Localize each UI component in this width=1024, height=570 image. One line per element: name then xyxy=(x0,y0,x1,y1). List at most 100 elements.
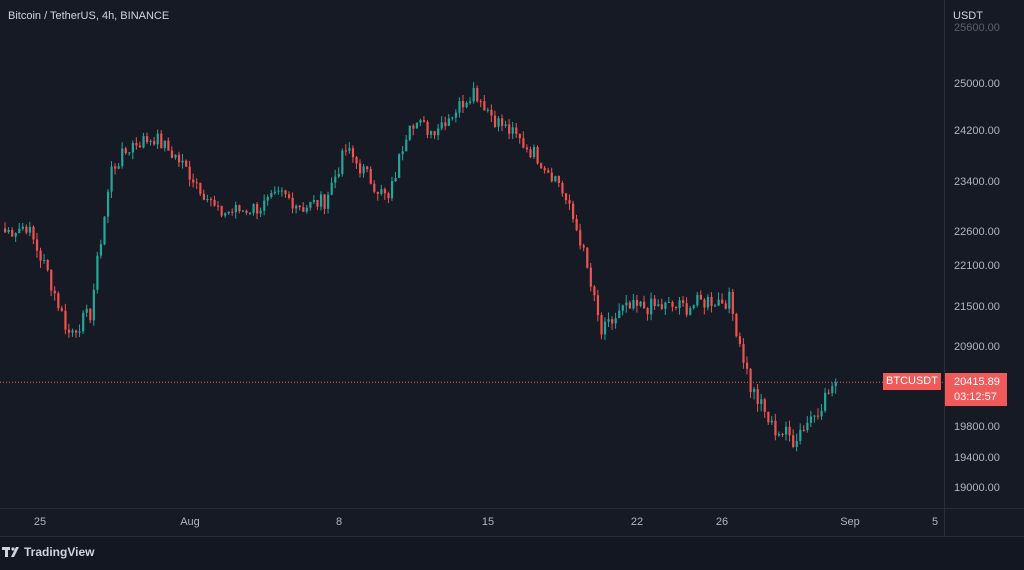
time-tick: 26 xyxy=(715,516,729,528)
candle-body xyxy=(376,191,379,194)
candle-body xyxy=(28,226,32,233)
candle-body xyxy=(270,193,273,198)
candle-body xyxy=(721,299,724,304)
candle-body xyxy=(46,259,49,271)
candle-body xyxy=(678,300,681,308)
candle-body xyxy=(330,182,333,195)
candle-body xyxy=(50,270,53,291)
candle-body xyxy=(735,313,738,337)
candle-body xyxy=(646,308,649,315)
candle-body xyxy=(561,182,564,194)
candle-body xyxy=(78,331,81,333)
candle-body xyxy=(809,416,813,423)
candle-body xyxy=(334,176,337,183)
candle-body xyxy=(472,87,475,102)
footer-bar xyxy=(0,536,1024,570)
candle-body xyxy=(476,87,479,102)
candle-body xyxy=(401,151,404,155)
candle-body xyxy=(348,148,351,151)
candle-body xyxy=(188,166,191,180)
price-tick: 23400.00 xyxy=(954,176,1000,188)
candle-body xyxy=(440,122,443,129)
candle-body xyxy=(355,157,358,164)
candle-body xyxy=(532,146,536,158)
candle-body xyxy=(316,200,319,207)
candle-body xyxy=(124,148,127,154)
candle-body xyxy=(696,294,699,306)
candle-body xyxy=(461,101,465,108)
candle-body xyxy=(490,109,493,116)
candle-body xyxy=(728,292,731,309)
tradingview-brand[interactable]: TradingView xyxy=(24,545,95,559)
time-axis[interactable] xyxy=(0,508,944,536)
candle-body xyxy=(387,193,390,199)
candle-body xyxy=(177,154,181,163)
candle-body xyxy=(114,166,117,169)
candle-body xyxy=(511,127,514,134)
candle-body xyxy=(653,298,656,307)
candle-body xyxy=(92,289,95,321)
time-tick: Sep xyxy=(840,516,860,528)
candle-body xyxy=(71,330,74,333)
candle-body xyxy=(110,166,113,192)
candle-body xyxy=(689,308,692,315)
candle-body xyxy=(206,199,209,201)
candle-body xyxy=(508,124,511,134)
symbol-price-label: BTCUSDT xyxy=(883,373,941,390)
candle-body xyxy=(522,138,525,148)
candle-body xyxy=(351,148,355,158)
candle-body xyxy=(618,310,621,319)
candle-body xyxy=(799,429,802,441)
candle-body xyxy=(483,101,486,111)
candle-body xyxy=(415,122,418,129)
candle-body xyxy=(284,190,287,195)
candle-body xyxy=(146,136,149,142)
candle-body xyxy=(248,212,252,214)
candle-body xyxy=(398,154,401,178)
candle-body xyxy=(657,304,660,307)
candle-body xyxy=(362,166,365,174)
price-tick: 22600.00 xyxy=(954,226,1000,238)
price-tick: 25000.00 xyxy=(954,78,1000,90)
candle-body xyxy=(369,169,372,184)
candle-body xyxy=(64,310,67,330)
candle-body xyxy=(7,229,10,233)
price-axis-unit: USDT xyxy=(953,10,983,22)
candle-body xyxy=(252,204,255,213)
candle-body xyxy=(149,140,152,142)
axis-corner xyxy=(944,508,1024,536)
candle-body xyxy=(323,194,326,209)
candle-body xyxy=(277,190,280,192)
candle-body xyxy=(273,191,276,194)
candle-body xyxy=(593,286,596,296)
candle-body xyxy=(181,160,184,163)
candle-body xyxy=(671,301,674,307)
candle-body xyxy=(156,133,159,145)
candle-body xyxy=(831,386,834,394)
candle-body xyxy=(67,329,71,333)
last-price-label: 20415.89 03:12:57 xyxy=(945,373,1007,406)
candle-body xyxy=(816,415,820,417)
chart-area[interactable] xyxy=(0,0,944,508)
candle-body xyxy=(163,140,166,149)
price-tick: 22100.00 xyxy=(954,260,1000,272)
candle-body xyxy=(777,434,781,436)
candle-body xyxy=(394,177,397,182)
time-tick: 8 xyxy=(335,516,343,528)
candle-body xyxy=(550,172,553,182)
candle-body xyxy=(596,295,600,316)
candle-body xyxy=(238,205,241,211)
tradingview-logo-icon[interactable] xyxy=(2,545,22,559)
candle-body xyxy=(447,118,450,126)
candle-body xyxy=(557,176,560,183)
price-axis[interactable] xyxy=(944,0,1024,508)
candle-body xyxy=(231,211,234,213)
candle-body xyxy=(639,301,642,306)
candle-body xyxy=(458,101,461,113)
candle-body xyxy=(568,200,571,204)
candle-body xyxy=(501,118,504,126)
candle-body xyxy=(760,399,763,405)
time-tick: 5 xyxy=(931,516,939,528)
candle-body xyxy=(749,368,752,393)
candle-body xyxy=(359,163,362,174)
